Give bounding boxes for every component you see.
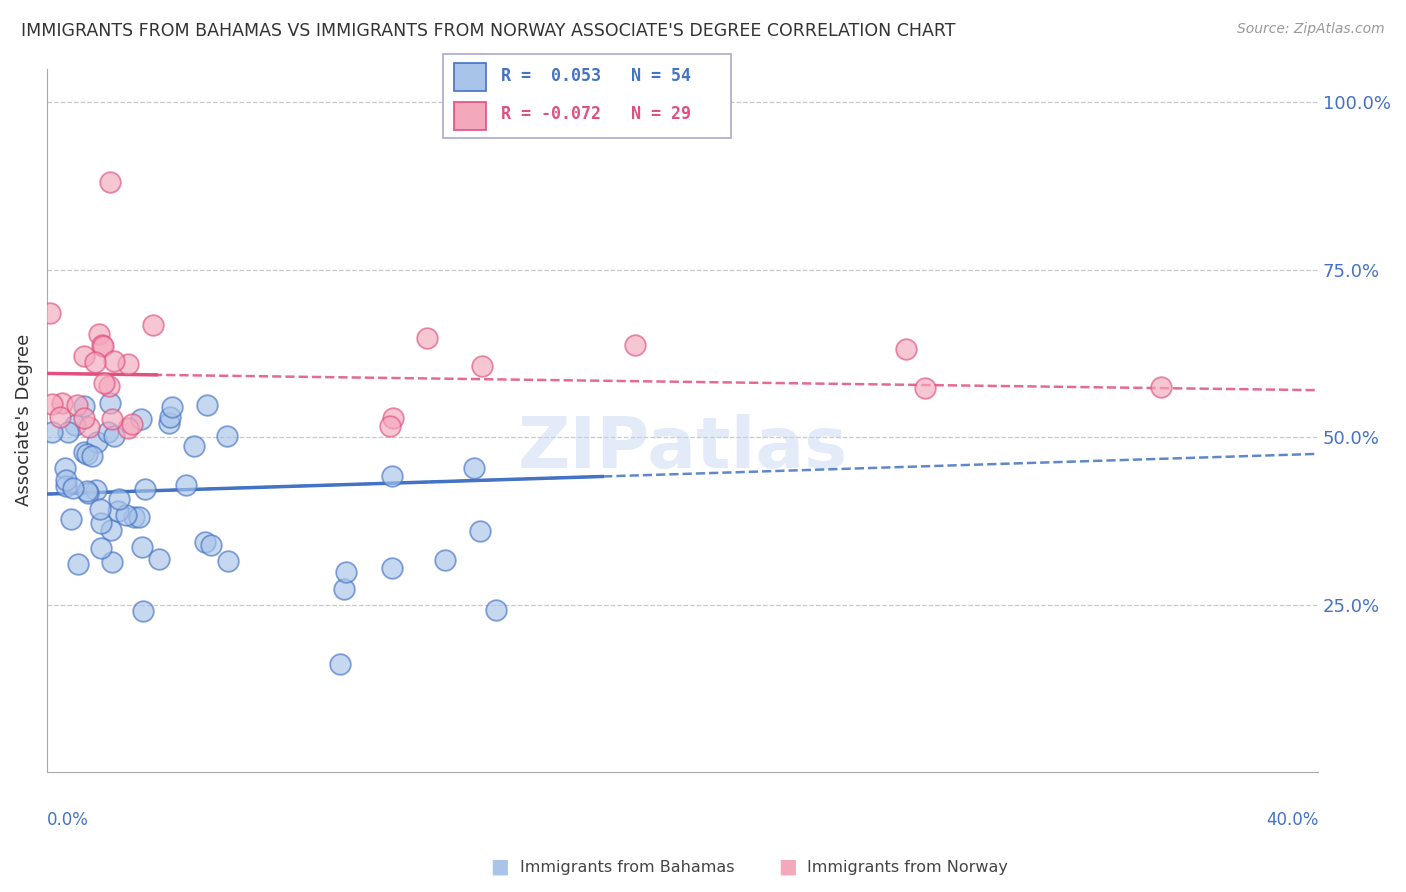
Point <box>90 541 112 556</box>
Point <box>55 479 77 493</box>
Point <box>66 398 89 412</box>
Point <box>100 176 122 190</box>
Point <box>41 397 63 411</box>
Text: R = -0.072   N = 29: R = -0.072 N = 29 <box>501 105 690 123</box>
Text: ▪: ▪ <box>778 853 797 881</box>
Point <box>157 417 180 431</box>
Point <box>115 508 138 522</box>
Point <box>131 541 153 555</box>
Bar <box>454 102 486 130</box>
Point <box>470 524 492 539</box>
Point <box>101 555 124 569</box>
Point <box>329 657 352 671</box>
Point <box>380 561 402 575</box>
Point <box>382 411 405 425</box>
Point <box>335 566 357 580</box>
Point <box>73 400 96 414</box>
Point <box>215 429 238 443</box>
Point <box>1150 380 1173 394</box>
Point <box>89 502 111 516</box>
Point <box>76 446 98 460</box>
Point <box>51 396 73 410</box>
Text: IMMIGRANTS FROM BAHAMAS VS IMMIGRANTS FROM NORWAY ASSOCIATE'S DEGREE CORRELATION: IMMIGRANTS FROM BAHAMAS VS IMMIGRANTS FR… <box>21 22 956 40</box>
Point <box>86 434 108 449</box>
Point <box>217 554 239 568</box>
Point <box>49 409 72 424</box>
Point <box>200 539 222 553</box>
Point <box>89 326 111 341</box>
Point <box>55 473 77 487</box>
Point <box>63 417 86 432</box>
Point <box>121 417 143 431</box>
Point <box>134 482 156 496</box>
Point <box>84 483 107 498</box>
Point <box>129 411 152 425</box>
Point <box>103 354 125 368</box>
Point <box>103 428 125 442</box>
FancyBboxPatch shape <box>443 54 731 138</box>
Point <box>160 401 183 415</box>
Point <box>416 331 439 345</box>
Point <box>76 483 98 498</box>
Point <box>914 381 936 395</box>
Point <box>93 376 115 390</box>
Point <box>148 552 170 566</box>
Point <box>59 512 82 526</box>
Point <box>117 357 139 371</box>
Point <box>471 359 494 373</box>
Point <box>195 398 218 412</box>
Point <box>73 445 96 459</box>
Point <box>174 478 197 492</box>
Point <box>80 450 103 464</box>
Point <box>100 396 122 410</box>
Point <box>56 425 79 439</box>
Point <box>108 491 131 506</box>
Point <box>39 306 62 320</box>
Point <box>98 379 121 393</box>
Point <box>132 604 155 618</box>
Text: Immigrants from Norway: Immigrants from Norway <box>807 860 1008 874</box>
Point <box>41 425 63 440</box>
Point <box>433 553 456 567</box>
Point <box>142 318 165 332</box>
Point <box>894 342 917 356</box>
Point <box>122 510 145 524</box>
Bar <box>454 62 486 91</box>
Point <box>378 419 401 434</box>
Point <box>97 425 120 440</box>
Point <box>159 409 181 424</box>
Point <box>100 523 122 537</box>
Text: ▪: ▪ <box>489 853 509 881</box>
Point <box>194 535 217 549</box>
Text: 0.0%: 0.0% <box>46 811 89 829</box>
Text: ZIPatlas: ZIPatlas <box>517 414 848 483</box>
Text: R =  0.053   N = 54: R = 0.053 N = 54 <box>501 67 690 85</box>
Point <box>53 461 76 475</box>
Point <box>90 516 112 530</box>
Point <box>91 338 114 352</box>
Point <box>101 411 124 425</box>
Point <box>381 469 404 483</box>
Point <box>84 355 107 369</box>
Point <box>332 582 354 596</box>
Point <box>107 504 129 518</box>
Point <box>117 421 139 435</box>
Point <box>66 557 89 571</box>
Point <box>62 481 84 495</box>
Point <box>77 486 100 500</box>
Point <box>77 420 100 434</box>
Point <box>484 603 506 617</box>
Point <box>91 339 114 353</box>
Text: Source: ZipAtlas.com: Source: ZipAtlas.com <box>1237 22 1385 37</box>
Point <box>623 338 645 352</box>
Point <box>128 510 150 524</box>
Point <box>73 410 96 425</box>
Text: 40.0%: 40.0% <box>1265 811 1319 829</box>
Point <box>183 439 205 453</box>
Point <box>72 349 94 363</box>
Text: Immigrants from Bahamas: Immigrants from Bahamas <box>520 860 735 874</box>
Y-axis label: Associate's Degree: Associate's Degree <box>15 334 32 507</box>
Point <box>463 461 485 475</box>
